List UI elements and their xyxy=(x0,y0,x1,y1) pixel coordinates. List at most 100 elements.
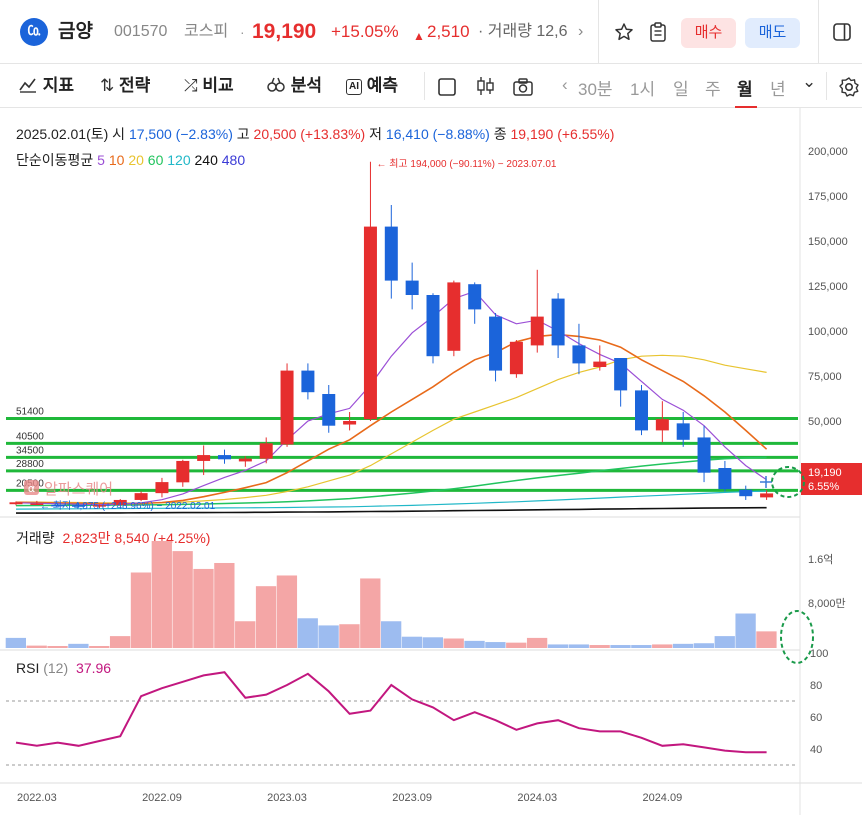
strategy-button[interactable]: ⇅ 전략 xyxy=(100,75,150,97)
candle-body xyxy=(51,504,65,507)
up-arrow-icon: ▲ xyxy=(413,29,425,43)
rsi-axis-tick: 80 xyxy=(810,680,822,692)
volume-bar xyxy=(610,645,631,648)
analysis-icon xyxy=(267,77,285,92)
ma10-line xyxy=(15,333,768,505)
change-rate: +15.05% xyxy=(331,22,399,41)
candle-body xyxy=(384,226,398,281)
support-line-label: 28800 xyxy=(16,459,44,470)
candle-body xyxy=(551,298,565,346)
buy-button[interactable]: 매수 xyxy=(681,18,736,48)
candle-body xyxy=(197,455,211,461)
rsi-line xyxy=(15,671,767,754)
analysis-button[interactable]: 분석 xyxy=(266,75,322,97)
support-line-label: 34500 xyxy=(16,445,44,456)
open-label: 시 xyxy=(112,126,126,142)
volume-bar xyxy=(401,636,423,648)
volume-bar xyxy=(5,637,26,648)
support-line-label: 51400 xyxy=(16,406,44,417)
current-price: 19,190 xyxy=(252,20,317,43)
low-label: 저 xyxy=(369,126,383,142)
volume-bar xyxy=(672,643,694,648)
square-icon[interactable] xyxy=(437,77,457,97)
camera-icon[interactable] xyxy=(512,77,534,97)
candle-body xyxy=(426,295,440,357)
candle-body xyxy=(238,458,252,462)
last-price-tag xyxy=(801,463,862,495)
change-diff: 2,510 xyxy=(427,22,470,41)
volume-summary: · 거래량 12,6 xyxy=(478,23,568,40)
compare-button[interactable]: ⤮ 비교 xyxy=(184,75,234,97)
volume-axis-tick: 1.6억 xyxy=(808,553,833,566)
candle-body xyxy=(155,482,169,494)
price-axis-tick: 75,000 xyxy=(808,371,842,383)
clipboard-icon[interactable] xyxy=(648,21,668,43)
volume-bar xyxy=(568,644,589,648)
ma120-line xyxy=(15,490,767,510)
watermark-logo-glyph: α xyxy=(28,482,35,495)
all-time-high-marker: ← 최고 194,000 (−90.11%) − 2023.07.01 xyxy=(376,158,556,170)
candle-body xyxy=(405,280,419,295)
candle-body xyxy=(655,419,669,431)
period-year[interactable]: 년 xyxy=(770,80,786,99)
ma-period-5: 5 xyxy=(97,152,105,168)
moving-average-legend[interactable]: 단순이동평균 5 10 20 60 120 240 480 xyxy=(16,150,245,170)
strategy-label: 전략 xyxy=(118,76,151,95)
highlight-circle xyxy=(780,610,814,664)
volume-bar xyxy=(47,646,68,648)
volume-bar xyxy=(756,631,777,648)
candlestick-icon[interactable] xyxy=(475,75,497,97)
candle-body xyxy=(259,443,273,459)
compare-label: 비교 xyxy=(202,76,234,95)
divider xyxy=(818,0,819,64)
stock-chart[interactable]: 200,000 175,000 150,000 125,000 100,000 75,00… xyxy=(0,108,862,815)
time-axis-tick: 2024.03 xyxy=(517,792,557,804)
predict-button[interactable]: AI 예측 xyxy=(346,75,398,97)
candle-body xyxy=(739,489,753,497)
sidebar-toggle-icon[interactable] xyxy=(832,22,852,42)
sell-button[interactable]: 매도 xyxy=(745,18,800,48)
indicator-button[interactable]: 지표 xyxy=(18,75,74,97)
ohlc-info: 2025.02.01(토) 시 17,500 (−2.83%) 고 20,500… xyxy=(16,124,614,144)
candle-body xyxy=(301,370,315,393)
period-week[interactable]: 주 xyxy=(705,80,721,99)
period-dropdown-button[interactable]: ⌄ xyxy=(802,72,817,91)
candle-body xyxy=(718,468,732,490)
watermark-logo-icon xyxy=(24,480,39,495)
volume-bar xyxy=(589,645,610,648)
scroll-left-button[interactable]: ‹ xyxy=(562,75,568,94)
candle-body xyxy=(509,341,523,375)
price-axis-tick: 100,000 xyxy=(808,326,848,338)
volume-bar xyxy=(339,624,360,648)
candle-body xyxy=(697,437,711,473)
volume-bar xyxy=(631,645,652,648)
star-icon[interactable] xyxy=(614,22,634,42)
candle-body xyxy=(489,316,503,371)
rsi-axis-tick: 40 xyxy=(810,744,822,756)
volume-bar xyxy=(172,551,193,648)
volume-bar xyxy=(276,575,298,648)
period-1hour[interactable]: 1시 xyxy=(630,80,656,99)
price-axis-tick: 200,000 xyxy=(808,146,848,158)
volume-bar xyxy=(130,572,152,648)
volume-bar xyxy=(193,568,214,648)
low-value: 16,410 (−8.88%) xyxy=(385,126,490,142)
volume-bar xyxy=(381,621,402,648)
volume-bar xyxy=(109,636,131,648)
rsi-last-value: 37.96 xyxy=(76,660,112,676)
high-value: 20,500 (+13.83%) xyxy=(253,126,366,142)
period-30min[interactable]: 30분 xyxy=(578,80,613,99)
volume-info: 거래량 2,823만 8,540 (+4.25%) xyxy=(16,528,210,548)
volume-bar xyxy=(547,644,569,648)
period-month[interactable]: 월 xyxy=(737,80,753,99)
period-day[interactable]: 일 xyxy=(673,80,689,99)
indicator-label: 지표 xyxy=(42,76,75,95)
ma-label: 단순이동평균 xyxy=(16,152,94,168)
divider xyxy=(826,72,827,100)
more-info-button[interactable]: › xyxy=(578,23,584,40)
candle-body xyxy=(530,316,544,346)
gear-icon[interactable] xyxy=(838,76,860,98)
price-axis-tick: 125,000 xyxy=(808,281,848,293)
divider xyxy=(424,72,425,100)
volume-bar xyxy=(652,644,673,648)
